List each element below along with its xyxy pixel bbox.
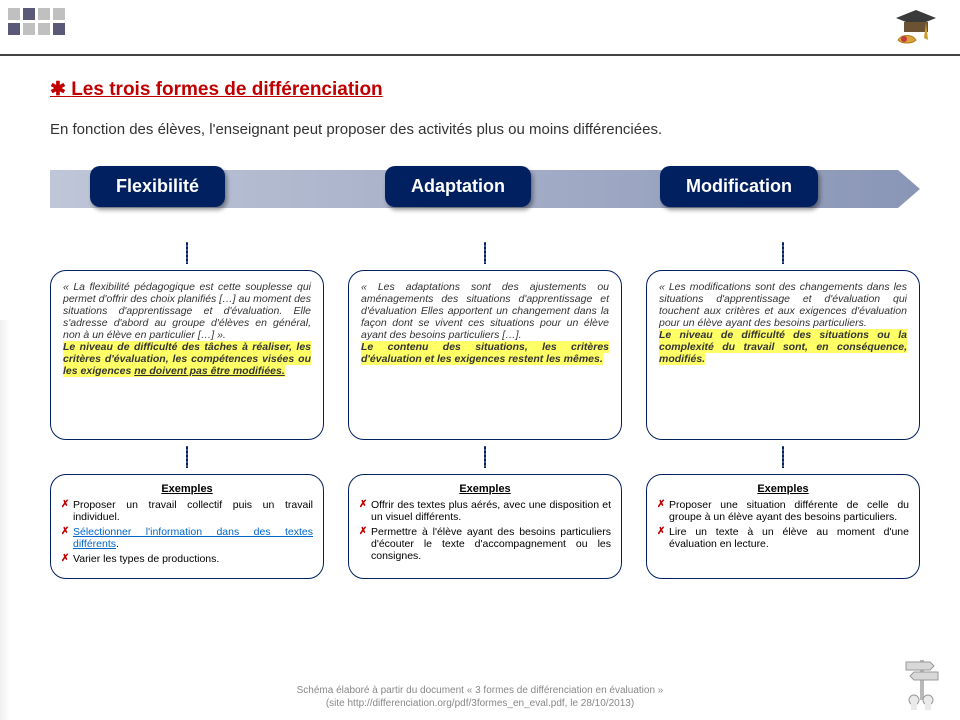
column-modification: « Les modifications sont des changements… <box>646 242 920 579</box>
header-line <box>0 54 960 56</box>
example-link[interactable]: Sélectionner l'information dans des text… <box>73 526 313 550</box>
connector-dots <box>782 446 784 468</box>
content-area: Les trois formes de différenciation En f… <box>50 78 920 579</box>
connector-dots <box>484 446 486 468</box>
connector-dots <box>186 446 188 468</box>
def-intro: « Les modifications sont des changements… <box>659 281 907 329</box>
page-subtitle: En fonction des élèves, l'enseignant peu… <box>50 121 920 138</box>
column-adaptation: « Les adaptations sont des ajustements o… <box>348 242 622 579</box>
page-title: Les trois formes de différenciation <box>50 78 920 101</box>
connector-dots <box>484 242 486 264</box>
example-item: Proposer une situation différente de cel… <box>657 499 909 523</box>
arrow-band: Flexibilité Adaptation Modification <box>50 166 920 212</box>
example-item: Sélectionner l'information dans des text… <box>61 526 313 550</box>
source-line-2: (site http://differenciation.org/pdf/3fo… <box>326 698 634 709</box>
definition-box-adaptation: « Les adaptations sont des ajustements o… <box>348 270 622 440</box>
columns-row: « La flexibilité pédagogique est cette s… <box>50 242 920 579</box>
left-edge-shadow <box>0 320 10 720</box>
example-item: Proposer un travail collectif puis un tr… <box>61 499 313 523</box>
example-item: Lire un texte à un élève au moment d'une… <box>657 526 909 550</box>
def-intro: « La flexibilité pédagogique est cette s… <box>63 281 311 341</box>
definition-box-flexibilite: « La flexibilité pédagogique est cette s… <box>50 270 324 440</box>
graduation-icon <box>892 4 940 52</box>
example-item: Permettre à l'élève ayant des besoins pa… <box>359 526 611 562</box>
examples-title: Exemples <box>359 483 611 495</box>
column-flexibilite: « La flexibilité pédagogique est cette s… <box>50 242 324 579</box>
examples-box-adaptation: Exemples Offrir des textes plus aérés, a… <box>348 474 622 579</box>
pill-flexibilite: Flexibilité <box>90 166 225 207</box>
examples-box-modification: Exemples Proposer une situation différen… <box>646 474 920 579</box>
def-highlight: Le niveau de difficulté des situations o… <box>659 329 907 365</box>
examples-box-flexibilite: Exemples Proposer un travail collectif p… <box>50 474 324 579</box>
header-decor-squares <box>8 8 68 35</box>
source-line-1: Schéma élaboré à partir du document « 3 … <box>297 685 664 696</box>
examples-title: Exemples <box>61 483 313 495</box>
def-underline: ne doivent pas être modifiées. <box>134 365 285 377</box>
pill-modification: Modification <box>660 166 818 207</box>
example-item: Offrir des textes plus aérés, avec une d… <box>359 499 611 523</box>
connector-dots <box>782 242 784 264</box>
examples-title: Exemples <box>657 483 909 495</box>
source-citation: Schéma élaboré à partir du document « 3 … <box>0 684 960 710</box>
pill-adaptation: Adaptation <box>385 166 531 207</box>
example-item: Varier les types de productions. <box>61 553 313 565</box>
connector-dots <box>186 242 188 264</box>
def-intro: « Les adaptations sont des ajustements o… <box>361 281 609 341</box>
def-highlight: Le contenu des situations, les critères … <box>361 341 609 365</box>
definition-box-modification: « Les modifications sont des changements… <box>646 270 920 440</box>
